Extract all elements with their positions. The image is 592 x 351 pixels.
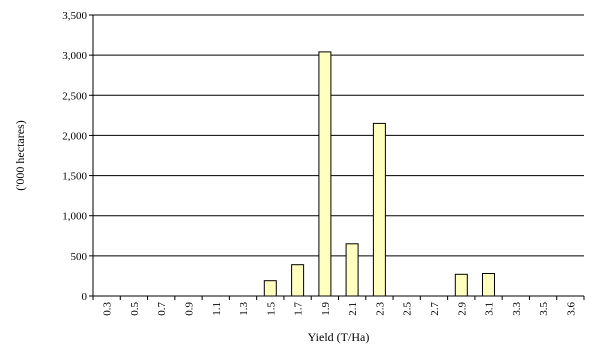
bar-2.9 [454,273,468,297]
x-tick-label: 0.9 [184,302,196,316]
y-tick-label: 3,500 [62,10,87,22]
x-tick-label: 1.9 [320,302,332,316]
x-tick-label: 2.7 [429,302,441,316]
bar-3.1 [482,273,495,297]
y-tick-labels: 0 500 1,000 1,500 2,000 2,500 3,000 3,500 [62,10,93,303]
x-tick-label: 2.9 [456,302,468,316]
y-tick-label: 0 [82,291,88,303]
y-tick-label: 500 [71,251,88,263]
y-tick-label: 1,000 [62,211,87,223]
x-tick-label: 2.1 [347,302,359,316]
y-axis-title: ('000 hectares) [13,120,27,190]
x-tick-label: 2.5 [402,302,414,316]
x-axis-title: Yield (T/Ha) [308,330,370,344]
x-tick-label: 2.3 [374,302,386,316]
x-tick-label: 3.5 [538,302,550,316]
bar-1.5 [263,280,277,297]
x-tick-label: 0.7 [156,302,168,316]
y-tick-label: 3,000 [62,50,87,62]
bars [263,51,495,297]
bar-1.9 [318,51,332,297]
x-tick-label: 3.3 [511,302,523,316]
x-tick-label: 0.5 [129,302,141,316]
x-tick-label: 1.3 [238,302,250,316]
x-tick-label: 3.1 [484,302,496,316]
x-tick-label: 1.5 [265,302,277,316]
bar-1.7 [291,264,305,297]
x-tick-label: 1.7 [293,302,305,316]
x-tick-label: 1.1 [211,302,223,316]
x-tick-labels: 0.3 0.5 0.7 0.9 1.1 1.3 1.5 1.7 1.9 2.1 2.3 2.5 2.7 2… [92,296,585,316]
x-tick-label: 0.3 [102,302,114,316]
y-tick-label: 2,000 [62,130,87,142]
gridlines [93,14,584,257]
bar-2.1 [345,243,359,297]
x-tick-label: 3.6 [565,302,577,316]
y-tick-label: 1,500 [62,171,87,183]
y-tick-label: 2,500 [62,90,87,102]
bar-2.3 [372,122,386,297]
